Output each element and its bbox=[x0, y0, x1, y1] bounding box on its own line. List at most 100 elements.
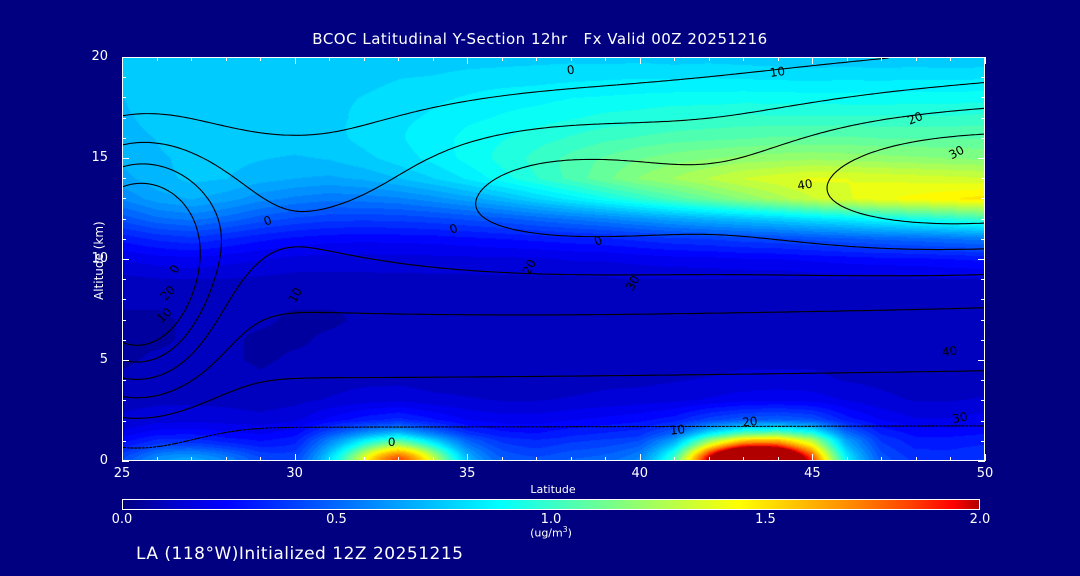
x-tick-mark-top bbox=[467, 57, 469, 64]
y-tick-mark bbox=[122, 299, 126, 301]
x-tick-mark bbox=[191, 457, 193, 461]
y-tick-mark-right bbox=[981, 137, 985, 139]
x-tick-mark bbox=[846, 457, 848, 461]
x-tick-mark bbox=[777, 457, 779, 461]
x-tick-mark-top bbox=[950, 57, 952, 61]
x-tick-mark-top bbox=[915, 57, 917, 61]
y-tick-mark-right bbox=[981, 178, 985, 180]
colorbar-units-prefix: (ug/m bbox=[530, 526, 563, 540]
colorbar-tick-2.0: 2.0 bbox=[969, 512, 991, 527]
x-tick-mark bbox=[398, 457, 400, 461]
y-tick-mark-right bbox=[981, 420, 985, 422]
y-tick-mark-right bbox=[978, 360, 985, 361]
x-tick-40: 40 bbox=[631, 466, 649, 481]
y-tick-mark bbox=[122, 77, 126, 79]
x-tick-mark-top bbox=[122, 57, 123, 64]
x-tick-mark-top bbox=[674, 57, 676, 61]
y-tick-mark bbox=[122, 259, 129, 260]
y-tick-mark-right bbox=[978, 461, 985, 462]
x-tick-mark-top bbox=[708, 57, 710, 61]
x-tick-mark-top bbox=[777, 57, 779, 61]
x-tick-mark-top bbox=[156, 57, 158, 61]
y-tick-0: 0 bbox=[99, 453, 108, 468]
colorbar-tick-1.0: 1.0 bbox=[540, 512, 562, 527]
y-tick-15: 15 bbox=[91, 150, 108, 165]
y-tick-10: 10 bbox=[91, 251, 108, 266]
x-tick-mark bbox=[294, 454, 296, 461]
x-tick-mark bbox=[881, 457, 883, 461]
x-tick-mark bbox=[950, 457, 952, 461]
x-tick-mark-top bbox=[329, 57, 331, 61]
y-tick-mark bbox=[122, 400, 126, 402]
x-tick-mark bbox=[605, 457, 607, 461]
x-tick-mark bbox=[536, 457, 538, 461]
x-tick-mark-top bbox=[985, 57, 986, 64]
x-tick-mark-top bbox=[501, 57, 503, 61]
y-tick-mark bbox=[122, 360, 129, 361]
y-tick-mark-right bbox=[981, 77, 985, 79]
x-tick-mark-top bbox=[225, 57, 227, 61]
x-tick-mark bbox=[363, 457, 365, 461]
colorbar-tick-0.5: 0.5 bbox=[326, 512, 347, 527]
x-tick-35: 35 bbox=[458, 466, 476, 481]
y-tick-mark-right bbox=[978, 259, 985, 260]
colorbar-tick-1.5: 1.5 bbox=[755, 512, 776, 527]
x-tick-mark-top bbox=[294, 57, 296, 64]
y-tick-mark bbox=[122, 420, 126, 422]
x-tick-mark bbox=[122, 454, 123, 461]
x-tick-mark bbox=[570, 457, 572, 461]
y-tick-mark bbox=[122, 178, 126, 180]
plot-title: BCOC Latitudinal Y-Section 12hr Fx Valid… bbox=[312, 30, 768, 48]
y-tick-mark-right bbox=[981, 279, 985, 281]
colorbar bbox=[122, 499, 980, 510]
x-tick-mark-top bbox=[191, 57, 193, 61]
x-tick-mark bbox=[708, 457, 710, 461]
y-tick-mark-right bbox=[978, 158, 985, 159]
footer-caption: LA (118°W)Initialized 12Z 20251215 bbox=[136, 544, 464, 564]
y-tick-mark-right bbox=[981, 97, 985, 99]
y-tick-mark-right bbox=[981, 319, 985, 321]
x-tick-mark bbox=[467, 454, 469, 461]
y-tick-mark bbox=[122, 117, 126, 119]
y-tick-mark-right bbox=[981, 198, 985, 200]
x-tick-mark-top bbox=[363, 57, 365, 61]
y-tick-mark-right bbox=[981, 218, 985, 220]
y-tick-mark-right bbox=[981, 380, 985, 382]
y-tick-mark bbox=[122, 279, 126, 281]
x-tick-mark-top bbox=[639, 57, 641, 64]
x-tick-mark-top bbox=[743, 57, 745, 61]
x-tick-mark bbox=[432, 457, 434, 461]
y-tick-mark bbox=[122, 137, 126, 139]
x-tick-mark bbox=[639, 454, 641, 461]
x-tick-mark-top bbox=[812, 57, 814, 64]
x-tick-mark-top bbox=[846, 57, 848, 61]
x-tick-mark bbox=[985, 454, 986, 461]
y-tick-mark-right bbox=[978, 57, 985, 58]
x-tick-mark-top bbox=[605, 57, 607, 61]
x-tick-mark bbox=[915, 457, 917, 461]
x-tick-mark bbox=[674, 457, 676, 461]
x-tick-50: 50 bbox=[976, 466, 994, 481]
y-tick-mark-right bbox=[981, 339, 985, 341]
y-tick-mark bbox=[122, 158, 129, 159]
x-tick-mark bbox=[812, 454, 814, 461]
y-tick-mark-right bbox=[981, 238, 985, 240]
y-tick-mark-right bbox=[981, 117, 985, 119]
y-tick-20: 20 bbox=[91, 49, 108, 64]
x-axis-label: Latitude bbox=[530, 483, 576, 496]
x-tick-mark-top bbox=[570, 57, 572, 61]
x-tick-mark-top bbox=[881, 57, 883, 61]
y-tick-mark-right bbox=[981, 400, 985, 402]
y-tick-mark bbox=[122, 319, 126, 321]
x-tick-mark bbox=[156, 457, 158, 461]
x-tick-mark-top bbox=[432, 57, 434, 61]
y-tick-mark bbox=[122, 461, 129, 462]
x-tick-mark-top bbox=[260, 57, 262, 61]
y-tick-mark bbox=[122, 440, 126, 442]
concentration-field bbox=[123, 58, 984, 460]
y-tick-mark bbox=[122, 97, 126, 99]
y-tick-mark bbox=[122, 218, 126, 220]
y-tick-mark bbox=[122, 198, 126, 200]
x-tick-30: 30 bbox=[286, 466, 303, 481]
